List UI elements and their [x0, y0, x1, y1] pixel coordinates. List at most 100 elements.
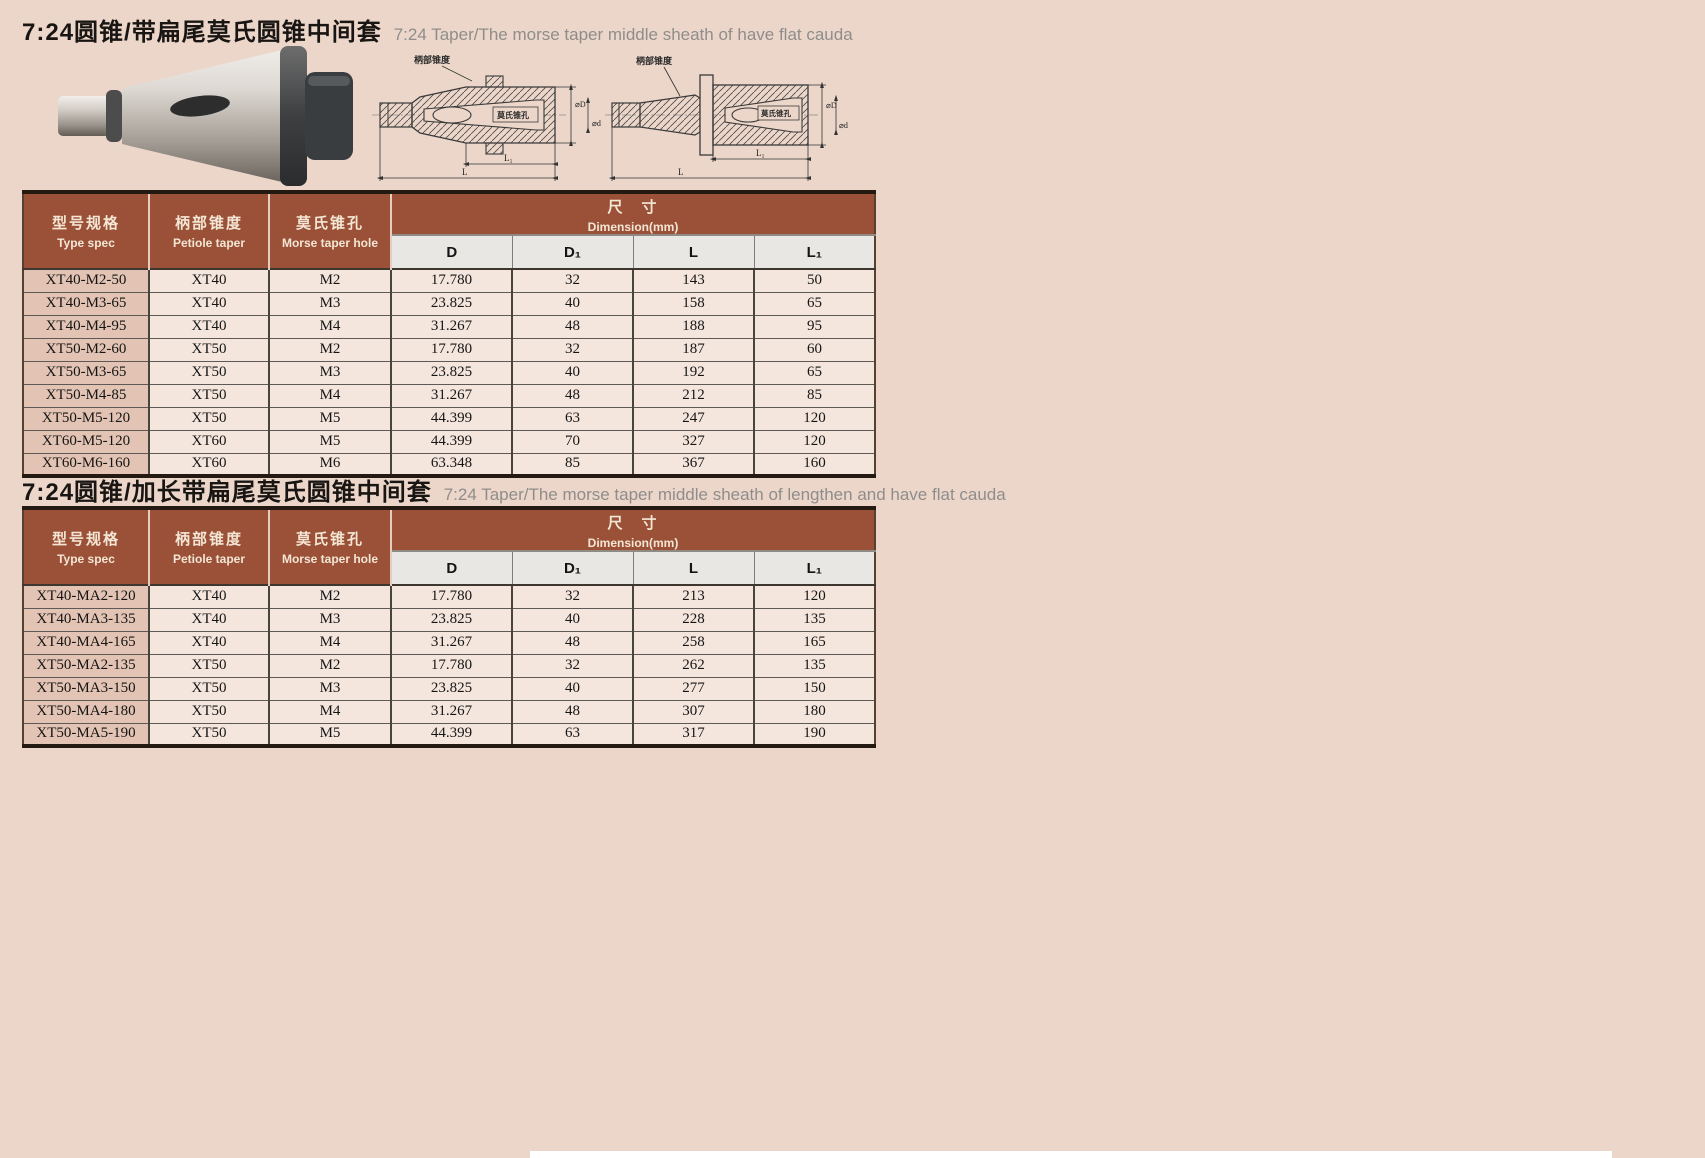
col-header-D: D	[390, 234, 512, 269]
value-cell: XT40	[148, 607, 269, 631]
table-row: XT50-M2-60 XT50 M2 17.780 32 187 60	[23, 337, 875, 361]
value-cell: 190	[753, 722, 875, 746]
value-cell: 212	[632, 383, 754, 407]
photo-highlight	[308, 76, 350, 86]
value-cell: XT50	[148, 653, 269, 677]
table-row: XT50-M5-120 XT50 M5 44.399 63 247 120	[23, 406, 875, 430]
value-cell: 135	[753, 607, 875, 631]
value-cell: M2	[268, 268, 391, 292]
dim-d-label: ⌀d	[839, 121, 848, 130]
value-cell: XT50	[148, 406, 269, 430]
value-cell: 32	[511, 337, 633, 361]
value-cell: 40	[511, 360, 633, 384]
taper-label: 柄部锥度	[414, 54, 451, 65]
dim-L1-label: L₁	[756, 148, 765, 158]
value-cell: 48	[511, 314, 633, 338]
value-cell: 63.348	[390, 452, 512, 476]
col-header-dimension-zh: 尺 寸	[607, 515, 659, 532]
value-cell: 187	[632, 337, 754, 361]
photo-cone	[122, 50, 282, 182]
value-cell: 65	[753, 360, 875, 384]
value-cell: M3	[268, 607, 391, 631]
value-cell: 228	[632, 607, 754, 631]
model-cell: XT50-M2-60	[23, 337, 149, 361]
value-cell: XT50	[148, 676, 269, 700]
table-row: XT50-M3-65 XT50 M3 23.825 40 192 65	[23, 360, 875, 384]
col-header-L1: L₁	[753, 234, 875, 269]
value-cell: XT50	[148, 699, 269, 723]
value-cell: 135	[753, 653, 875, 677]
section2-title: 7:24圆锥/加长带扁尾莫氏圆锥中间套 7:24 Taper/The morse…	[22, 472, 1006, 507]
value-cell: 85	[511, 452, 633, 476]
value-cell: 40	[511, 607, 633, 631]
value-cell: 327	[632, 429, 754, 453]
value-cell: 44.399	[390, 722, 512, 746]
value-cell: M2	[268, 653, 391, 677]
table-row: XT50-MA2-135 XT50 M2 17.780 32 262 135	[23, 653, 875, 677]
col-header-petiole-taper-zh: 柄部锥度	[174, 215, 243, 232]
col-header-L1: L₁	[753, 550, 875, 585]
technical-drawing-2: 柄部锥度 莫氏锥孔 ⌀D ⌀d L₁ L	[605, 55, 848, 181]
col-header-dimension: 尺 寸 Dimension(mm)	[390, 192, 875, 235]
model-cell: XT50-M3-65	[23, 360, 149, 384]
value-cell: 31.267	[390, 383, 512, 407]
value-cell: 63	[511, 406, 633, 430]
value-cell: M5	[268, 722, 391, 746]
value-cell: 23.825	[390, 676, 512, 700]
value-cell: 213	[632, 584, 754, 608]
value-cell: XT60	[148, 429, 269, 453]
value-cell: 60	[753, 337, 875, 361]
photo-ring	[106, 90, 122, 142]
col-header-D1: D₁	[511, 550, 633, 585]
model-cell: XT40-M4-95	[23, 314, 149, 338]
model-cell: XT50-M4-85	[23, 383, 149, 407]
section1-title-zh: 7:24圆锥/带扁尾莫氏圆锥中间套	[22, 19, 382, 46]
tab-top	[485, 75, 504, 88]
value-cell: 48	[511, 699, 633, 723]
value-cell: M3	[268, 676, 391, 700]
col-header-dimension-en: Dimension(mm)	[587, 536, 679, 550]
value-cell: XT40	[148, 584, 269, 608]
value-cell: XT50	[148, 337, 269, 361]
value-cell: 32	[511, 584, 633, 608]
value-cell: 17.780	[390, 268, 512, 292]
value-cell: XT40	[148, 630, 269, 654]
col-header-petiole-taper-en: Petiole taper	[172, 236, 246, 250]
section1-title: 7:24圆锥/带扁尾莫氏圆锥中间套 7:24 Taper/The morse t…	[22, 12, 853, 47]
morse-hole-label: 莫氏锥孔	[760, 108, 791, 118]
spec-table-1: 型号规格 Type spec 柄部锥度 Petiole taper 莫氏锥孔 M…	[22, 190, 876, 478]
col-header-dimension-zh: 尺 寸	[607, 199, 659, 216]
table-row: XT40-MA3-135 XT40 M3 23.825 40 228 135	[23, 607, 875, 631]
taper-label: 柄部锥度	[636, 55, 673, 66]
value-cell: 277	[632, 676, 754, 700]
value-cell: 120	[753, 429, 875, 453]
value-cell: M2	[268, 584, 391, 608]
value-cell: 158	[632, 291, 754, 315]
hole-slot	[432, 106, 472, 124]
value-cell: 17.780	[390, 337, 512, 361]
table-row: XT50-MA5-190 XT50 M5 44.399 63 317 190	[23, 722, 875, 746]
value-cell: 247	[632, 406, 754, 430]
dim-L1-label: L₁	[504, 153, 513, 163]
value-cell: 180	[753, 699, 875, 723]
value-cell: 85	[753, 383, 875, 407]
col-header-L: L	[632, 234, 754, 269]
value-cell: 23.825	[390, 360, 512, 384]
spec-table-2: 型号规格 Type spec 柄部锥度 Petiole taper 莫氏锥孔 M…	[22, 506, 876, 748]
col-header-L: L	[632, 550, 754, 585]
table-row: XT50-MA4-180 XT50 M4 31.267 48 307 180	[23, 699, 875, 723]
value-cell: 48	[511, 383, 633, 407]
model-cell: XT50-M5-120	[23, 406, 149, 430]
tab-bottom	[485, 142, 504, 155]
value-cell: XT40	[148, 268, 269, 292]
col-header-type-spec-en: Type spec	[57, 552, 115, 566]
dim-L-label: L	[678, 167, 684, 177]
value-cell: XT40	[148, 291, 269, 315]
table-row: XT60-M6-160 XT60 M6 63.348 85 367 160	[23, 452, 875, 476]
value-cell: 307	[632, 699, 754, 723]
value-cell: 120	[753, 584, 875, 608]
value-cell: M5	[268, 429, 391, 453]
model-cell: XT50-MA2-135	[23, 653, 149, 677]
col-header-type-spec: 型号规格 Type spec	[23, 192, 149, 269]
photo-cylinder	[305, 72, 353, 160]
